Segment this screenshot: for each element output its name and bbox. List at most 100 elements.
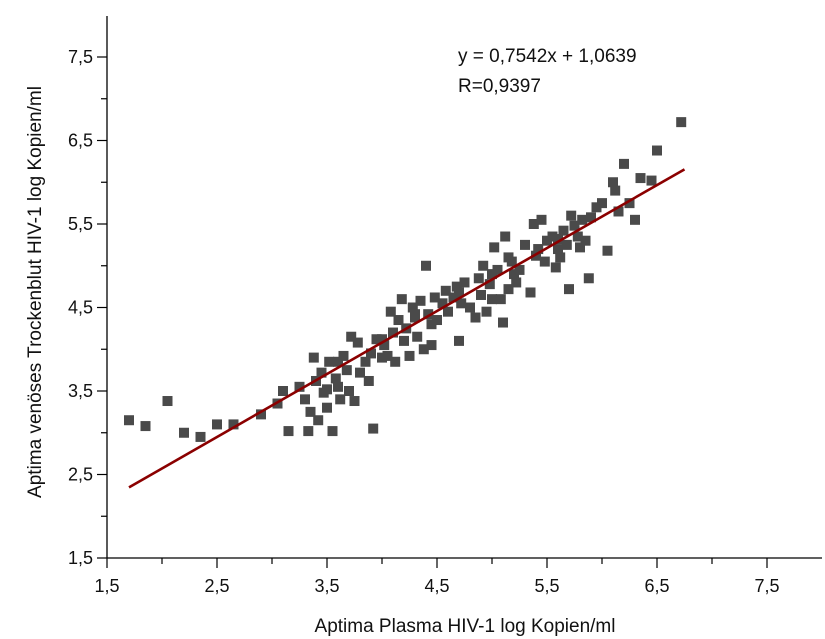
x-tick-label: 5,5 — [534, 576, 559, 596]
data-point — [418, 344, 429, 355]
data-point — [399, 335, 409, 346]
data-point — [586, 212, 596, 223]
data-point — [322, 384, 332, 395]
data-point — [564, 284, 574, 295]
data-point — [553, 244, 563, 255]
data-point — [476, 289, 486, 300]
data-point — [385, 306, 396, 317]
x-tick-label: 3,5 — [314, 576, 339, 596]
data-point — [256, 409, 266, 420]
data-point — [478, 260, 489, 271]
data-point — [553, 234, 563, 245]
data-point — [426, 340, 437, 351]
data-point — [294, 381, 305, 392]
data-point — [558, 225, 569, 236]
data-point — [404, 350, 415, 361]
y-ticks: 1,5 2,5 3,5 4,5 5,5 6,5 7,5 — [68, 47, 107, 568]
data-point — [465, 302, 475, 313]
data-point — [569, 220, 580, 231]
data-point — [162, 396, 173, 407]
data-point — [327, 426, 338, 437]
data-point — [388, 327, 398, 338]
data-point — [390, 356, 401, 367]
data-point — [566, 210, 577, 221]
y-tick-label: 2,5 — [68, 465, 93, 485]
data-point — [393, 315, 404, 326]
data-point — [572, 231, 583, 242]
data-point — [525, 287, 536, 298]
data-point — [555, 252, 566, 263]
data-point — [473, 273, 484, 284]
x-tick-label: 6,5 — [644, 576, 669, 596]
data-point — [396, 294, 407, 305]
data-point — [652, 145, 662, 156]
data-point — [124, 415, 134, 426]
data-point — [503, 284, 514, 295]
data-point — [195, 431, 206, 442]
data-point — [456, 298, 467, 309]
y-tick-label: 6,5 — [68, 131, 93, 151]
data-point — [429, 292, 440, 303]
regression-line — [128, 168, 686, 489]
data-point — [382, 350, 393, 361]
data-point — [212, 419, 222, 430]
data-point — [561, 239, 572, 250]
data-point — [333, 356, 343, 367]
y-tick-label: 5,5 — [68, 214, 93, 234]
y-axis-title: Aptima venöses Trockenblut HIV-1 log Kop… — [25, 86, 46, 498]
data-point — [575, 242, 585, 253]
data-point — [580, 235, 591, 246]
data-point — [371, 334, 382, 345]
data-point — [368, 423, 379, 434]
data-point — [423, 309, 434, 320]
data-point — [349, 396, 360, 407]
data-point — [316, 367, 327, 378]
data-point — [550, 262, 561, 273]
data-point — [440, 285, 451, 296]
equation-label: y = 0,7542x + 1,0639 — [458, 46, 637, 67]
data-point — [283, 426, 294, 437]
data-point — [498, 317, 508, 328]
data-point — [366, 348, 376, 359]
data-point — [583, 273, 594, 284]
x-tick-label: 2,5 — [204, 576, 229, 596]
data-point — [179, 427, 189, 438]
data-point — [443, 306, 453, 317]
x-tick-label: 7,5 — [754, 576, 779, 596]
r-value-label: R=0,9397 — [458, 76, 541, 97]
data-point — [481, 306, 492, 317]
data-point — [344, 386, 354, 396]
data-point — [415, 295, 426, 306]
data-point — [528, 219, 539, 229]
data-point — [489, 242, 500, 253]
data-point — [542, 235, 552, 246]
x-axis-title: Aptima Plasma HIV-1 log Kopien/ml — [315, 616, 616, 637]
data-point — [630, 214, 640, 225]
data-point — [308, 352, 319, 363]
data-point — [520, 239, 530, 250]
data-point — [597, 198, 607, 209]
data-point — [484, 279, 495, 290]
data-point — [341, 365, 352, 376]
data-point — [228, 419, 239, 430]
data-point — [509, 269, 519, 280]
data-point — [533, 244, 544, 255]
y-tick-label: 3,5 — [68, 381, 93, 401]
data-point — [360, 356, 371, 367]
data-point — [305, 406, 316, 417]
data-point — [410, 309, 420, 320]
data-point — [377, 334, 387, 345]
data-point — [470, 312, 481, 323]
data-point — [602, 245, 613, 256]
axes — [106, 16, 822, 559]
y-tick-label: 1,5 — [68, 548, 93, 568]
data-point — [454, 335, 464, 346]
data-point — [363, 375, 374, 386]
y-tick-label: 4,5 — [68, 298, 93, 318]
data-point — [333, 381, 343, 392]
data-point — [303, 426, 314, 437]
data-point — [412, 331, 423, 342]
data-point — [335, 394, 346, 405]
data-point — [613, 206, 624, 217]
